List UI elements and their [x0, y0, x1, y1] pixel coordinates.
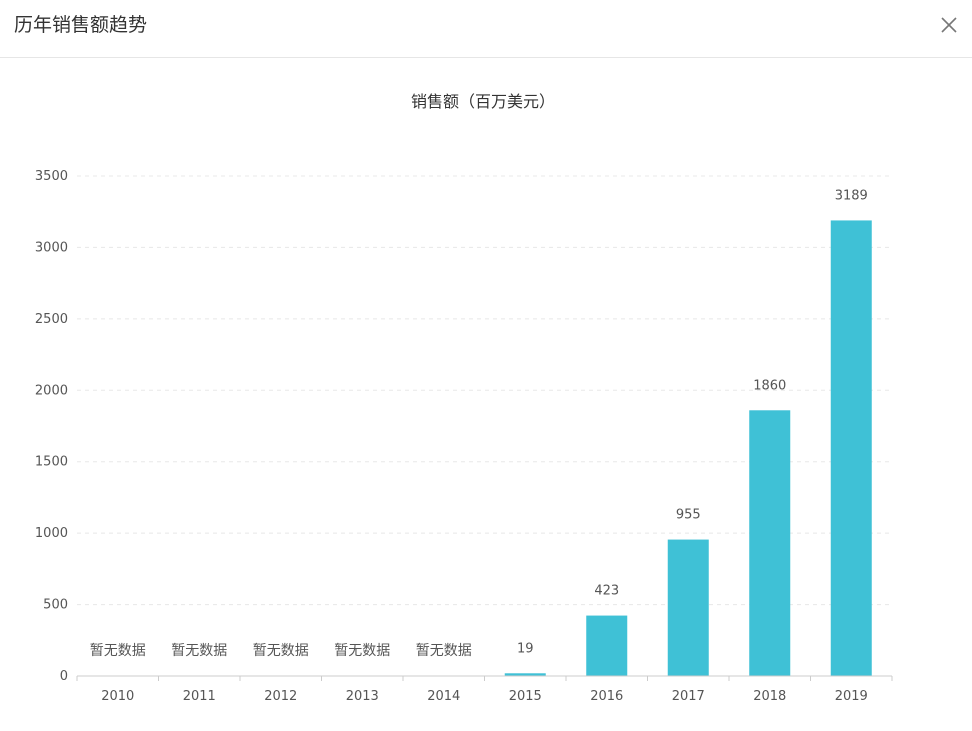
y-tick-label: 2500: [35, 312, 68, 327]
no-data-label: 暂无数据: [416, 643, 472, 659]
no-data-label: 暂无数据: [334, 643, 390, 659]
y-tick-label: 3500: [35, 169, 68, 184]
y-tick-label: 0: [60, 669, 68, 684]
x-axis: 2010 2011 2012 2013 2014 2015 2016 2017 2018 2019: [76, 675, 893, 704]
y-tick-label: 1000: [35, 526, 68, 541]
bar-2018[interactable]: [749, 410, 791, 676]
y-tick-label: 2000: [35, 383, 68, 398]
y-tick-label: 1500: [35, 455, 68, 470]
data-label: 1860: [753, 378, 786, 393]
x-tick-label: 2012: [264, 689, 297, 704]
data-label: 955: [676, 508, 701, 523]
x-tick-label: 2013: [346, 689, 379, 704]
x-tick-label: 2015: [509, 689, 542, 704]
bar-2015[interactable]: [504, 673, 546, 676]
data-labels: 暂无数据 暂无数据 暂无数据 暂无数据 暂无数据 19 423 955 1860 3189: [90, 188, 868, 659]
y-tick-label: 500: [43, 598, 68, 613]
x-tick-label: 2011: [183, 689, 216, 704]
no-data-label: 暂无数据: [90, 643, 146, 659]
x-tick-label: 2019: [835, 689, 868, 704]
data-label: 3189: [835, 188, 868, 203]
y-tick-label: 3000: [35, 240, 68, 255]
bar-2016[interactable]: [586, 615, 628, 676]
x-tick-label: 2018: [753, 689, 786, 704]
y-axis: 0 500 1000 1500 2000 2500 3000 3500: [35, 169, 68, 684]
bars: [504, 220, 872, 676]
data-label: 19: [517, 641, 534, 656]
no-data-label: 暂无数据: [171, 643, 227, 659]
close-icon: [941, 17, 957, 33]
chart-container: 销售额（百万美元） 0 500 1000 1500 2000 2500 3000 3500 暂…: [0, 59, 972, 727]
x-tick-label: 2016: [590, 689, 623, 704]
bar-2019[interactable]: [830, 220, 872, 676]
chart-title: 销售额（百万美元）: [411, 92, 555, 111]
x-tick-label: 2014: [427, 689, 460, 704]
bar-chart: 销售额（百万美元） 0 500 1000 1500 2000 2500 3000 3500 暂…: [35, 92, 893, 704]
bar-2017[interactable]: [667, 539, 709, 676]
x-tick-label: 2017: [672, 689, 705, 704]
close-button[interactable]: [938, 14, 960, 36]
dialog-header: 历年销售额趋势: [0, 0, 972, 58]
data-label: 423: [594, 584, 619, 599]
no-data-label: 暂无数据: [253, 643, 309, 659]
x-tick-label: 2010: [101, 689, 134, 704]
dialog-title: 历年销售额趋势: [14, 14, 148, 36]
